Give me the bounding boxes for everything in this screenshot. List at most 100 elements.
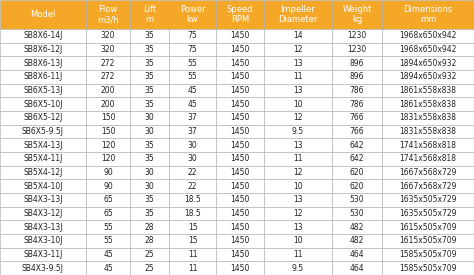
Text: 1615x505x709: 1615x505x709 (399, 236, 457, 245)
Text: 200: 200 (101, 86, 115, 95)
Text: 75: 75 (188, 31, 198, 40)
Text: 11: 11 (293, 72, 302, 81)
Bar (169, 138, 216, 152)
Bar (130, 220, 169, 234)
Bar (332, 70, 382, 84)
Bar (382, 56, 474, 70)
Text: 1585x505x709: 1585x505x709 (399, 264, 457, 273)
Bar (264, 125, 332, 138)
Text: 766: 766 (350, 127, 365, 136)
Text: 464: 464 (350, 250, 365, 259)
Text: SB4X3-12J: SB4X3-12J (23, 209, 63, 218)
Bar (332, 166, 382, 179)
Bar (0, 152, 86, 166)
Text: 320: 320 (101, 45, 115, 54)
Text: 28: 28 (145, 223, 155, 232)
Text: 30: 30 (145, 127, 155, 136)
Bar (130, 207, 169, 220)
Bar (130, 43, 169, 56)
Bar (0, 179, 86, 193)
Bar (332, 97, 382, 111)
Text: 25: 25 (145, 250, 155, 259)
Text: 13: 13 (293, 141, 302, 150)
Bar (216, 111, 264, 125)
Text: 90: 90 (103, 168, 113, 177)
Bar (264, 84, 332, 97)
Text: 1450: 1450 (230, 59, 250, 68)
Text: Speed
RPM: Speed RPM (227, 5, 253, 24)
Text: 35: 35 (145, 141, 155, 150)
Text: 530: 530 (350, 209, 365, 218)
Text: 1861x558x838: 1861x558x838 (400, 100, 456, 109)
Bar (332, 193, 382, 207)
Text: 1968x650x942: 1968x650x942 (400, 45, 457, 54)
Bar (86, 179, 130, 193)
Text: 1450: 1450 (230, 113, 250, 122)
Bar (86, 29, 130, 43)
Text: Weight
kg: Weight kg (342, 5, 372, 24)
Bar (332, 220, 382, 234)
Bar (0, 261, 86, 275)
Text: 28: 28 (145, 236, 155, 245)
Text: 22: 22 (188, 168, 197, 177)
Bar (169, 84, 216, 97)
Text: 1585x505x709: 1585x505x709 (399, 250, 457, 259)
Text: 272: 272 (101, 72, 115, 81)
Bar (216, 261, 264, 275)
Text: 1450: 1450 (230, 72, 250, 81)
Bar (216, 84, 264, 97)
Bar (332, 0, 382, 29)
Text: 1450: 1450 (230, 45, 250, 54)
Bar (264, 43, 332, 56)
Text: 35: 35 (145, 195, 155, 204)
Text: 35: 35 (145, 45, 155, 54)
Bar (264, 207, 332, 220)
Text: 13: 13 (293, 59, 302, 68)
Bar (169, 179, 216, 193)
Bar (0, 234, 86, 248)
Bar (86, 248, 130, 261)
Text: 30: 30 (145, 182, 155, 191)
Bar (264, 138, 332, 152)
Bar (382, 261, 474, 275)
Text: 35: 35 (145, 31, 155, 40)
Text: 150: 150 (101, 127, 115, 136)
Text: SB4X3-11J: SB4X3-11J (23, 250, 63, 259)
Text: 11: 11 (188, 264, 197, 273)
Bar (86, 220, 130, 234)
Text: Lift
m: Lift m (143, 5, 156, 24)
Bar (130, 248, 169, 261)
Text: 786: 786 (350, 86, 364, 95)
Text: 482: 482 (350, 236, 364, 245)
Bar (130, 0, 169, 29)
Bar (382, 111, 474, 125)
Bar (169, 29, 216, 43)
Bar (264, 179, 332, 193)
Text: 464: 464 (350, 264, 365, 273)
Bar (332, 138, 382, 152)
Text: 1450: 1450 (230, 86, 250, 95)
Bar (0, 166, 86, 179)
Bar (86, 193, 130, 207)
Bar (216, 248, 264, 261)
Bar (382, 0, 474, 29)
Bar (264, 261, 332, 275)
Text: 1450: 1450 (230, 141, 250, 150)
Text: 1450: 1450 (230, 209, 250, 218)
Bar (382, 234, 474, 248)
Bar (332, 207, 382, 220)
Text: 35: 35 (145, 72, 155, 81)
Text: 1831x558x838: 1831x558x838 (400, 127, 456, 136)
Bar (332, 234, 382, 248)
Bar (169, 0, 216, 29)
Text: 766: 766 (350, 113, 365, 122)
Text: 55: 55 (103, 236, 113, 245)
Text: 10: 10 (293, 236, 302, 245)
Bar (216, 70, 264, 84)
Bar (0, 125, 86, 138)
Bar (169, 97, 216, 111)
Text: 65: 65 (103, 209, 113, 218)
Bar (0, 138, 86, 152)
Bar (0, 43, 86, 56)
Bar (216, 179, 264, 193)
